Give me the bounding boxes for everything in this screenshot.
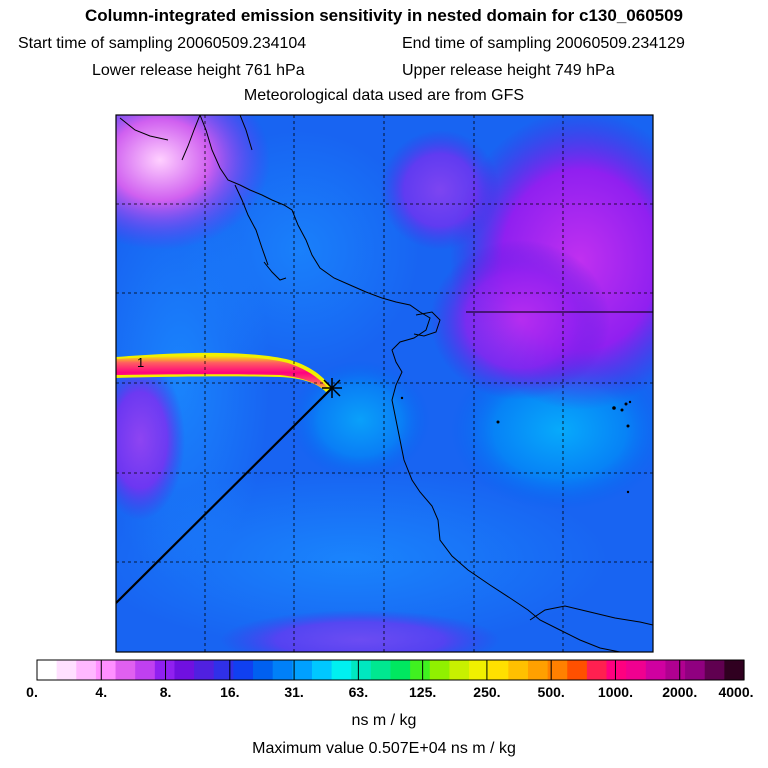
colorbar-tick-label: 4000. xyxy=(718,684,754,700)
colorbar-segment xyxy=(488,660,509,680)
plot-title: Column-integrated emission sensitivity i… xyxy=(84,6,684,25)
colorbar-tick-label: 500. xyxy=(537,684,565,700)
colorbar-segment xyxy=(724,660,745,680)
colorbar-segment xyxy=(626,660,647,680)
colorbar-segment xyxy=(135,660,156,680)
colorbar-segment xyxy=(56,660,77,680)
colorbar-segment xyxy=(704,660,725,680)
colorbar-segment xyxy=(115,660,136,680)
colorbar-segment xyxy=(645,660,667,680)
colorbar-segment xyxy=(253,660,274,680)
flight-track xyxy=(116,387,333,604)
colorbar-segment xyxy=(586,660,608,680)
colorbar-segment xyxy=(527,660,549,680)
colorbar-segment xyxy=(174,660,195,680)
colorbar-tick-label: 125. xyxy=(409,684,437,700)
colorbar-segment xyxy=(685,660,706,680)
colorbar-tick-label: 2000. xyxy=(662,684,698,700)
met-source: Meteorological data used are from GFS xyxy=(243,87,525,104)
sampling-start: Start time of sampling 20060509.234104 xyxy=(18,35,307,52)
colorbar-segment xyxy=(194,660,215,680)
colorbar-segment xyxy=(469,660,490,680)
colorbar-segment xyxy=(95,660,117,680)
colorbar-segment xyxy=(37,660,58,680)
colorbar-segment xyxy=(233,660,254,680)
colorbar-segment xyxy=(390,660,411,680)
colorbar-tick-label: 4. xyxy=(95,684,108,700)
colorbar-segment xyxy=(508,660,529,680)
colorbar-tick-label: 31. xyxy=(284,684,304,700)
colorbar-segment xyxy=(292,660,313,680)
plume-core xyxy=(116,355,328,390)
colorbar-segment xyxy=(351,660,372,680)
colorbar-segment xyxy=(154,660,176,680)
colorbar-segment xyxy=(311,660,333,680)
colorbar-segment xyxy=(429,660,451,680)
point-marker-label: 1 xyxy=(137,355,144,370)
colorbar-segment xyxy=(665,660,686,680)
sampling-end: End time of sampling 20060509.234129 xyxy=(402,35,685,52)
colorbar-tick-label: 16. xyxy=(220,684,240,700)
colorbar-tick-label: 1000. xyxy=(597,684,633,700)
colorbar-tick-label: 8. xyxy=(159,684,172,700)
colorbar-segment xyxy=(606,660,627,680)
colorbar xyxy=(36,659,745,681)
colorbar-segment xyxy=(76,660,97,680)
islands xyxy=(400,396,632,494)
colorbar-units: ns m / kg xyxy=(351,712,417,729)
coastline xyxy=(119,115,653,652)
purple-region-northwest xyxy=(116,115,270,250)
colorbar-segment xyxy=(213,660,234,680)
colorbar-segment xyxy=(547,660,568,680)
colorbar-segment xyxy=(370,660,392,680)
colorbar-tick-label: 63. xyxy=(348,684,369,700)
map-frame xyxy=(115,114,654,653)
colorbar-tick-label: 250. xyxy=(473,684,501,700)
release-lower: Lower release height 761 hPa xyxy=(92,62,305,79)
colorbar-segment xyxy=(567,660,588,680)
maximum-value: Maximum value 0.507E+04 ns m / kg xyxy=(252,740,516,757)
colorbar-segment xyxy=(272,660,293,680)
release-point-marker xyxy=(322,378,342,398)
release-upper: Upper release height 749 hPa xyxy=(402,62,615,79)
colorbar-tick-label: 0. xyxy=(26,684,38,700)
colorbar-segment xyxy=(331,660,352,680)
colorbar-frame xyxy=(36,659,745,681)
colorbar-segment xyxy=(449,660,470,680)
colorbar-segment xyxy=(410,660,431,680)
